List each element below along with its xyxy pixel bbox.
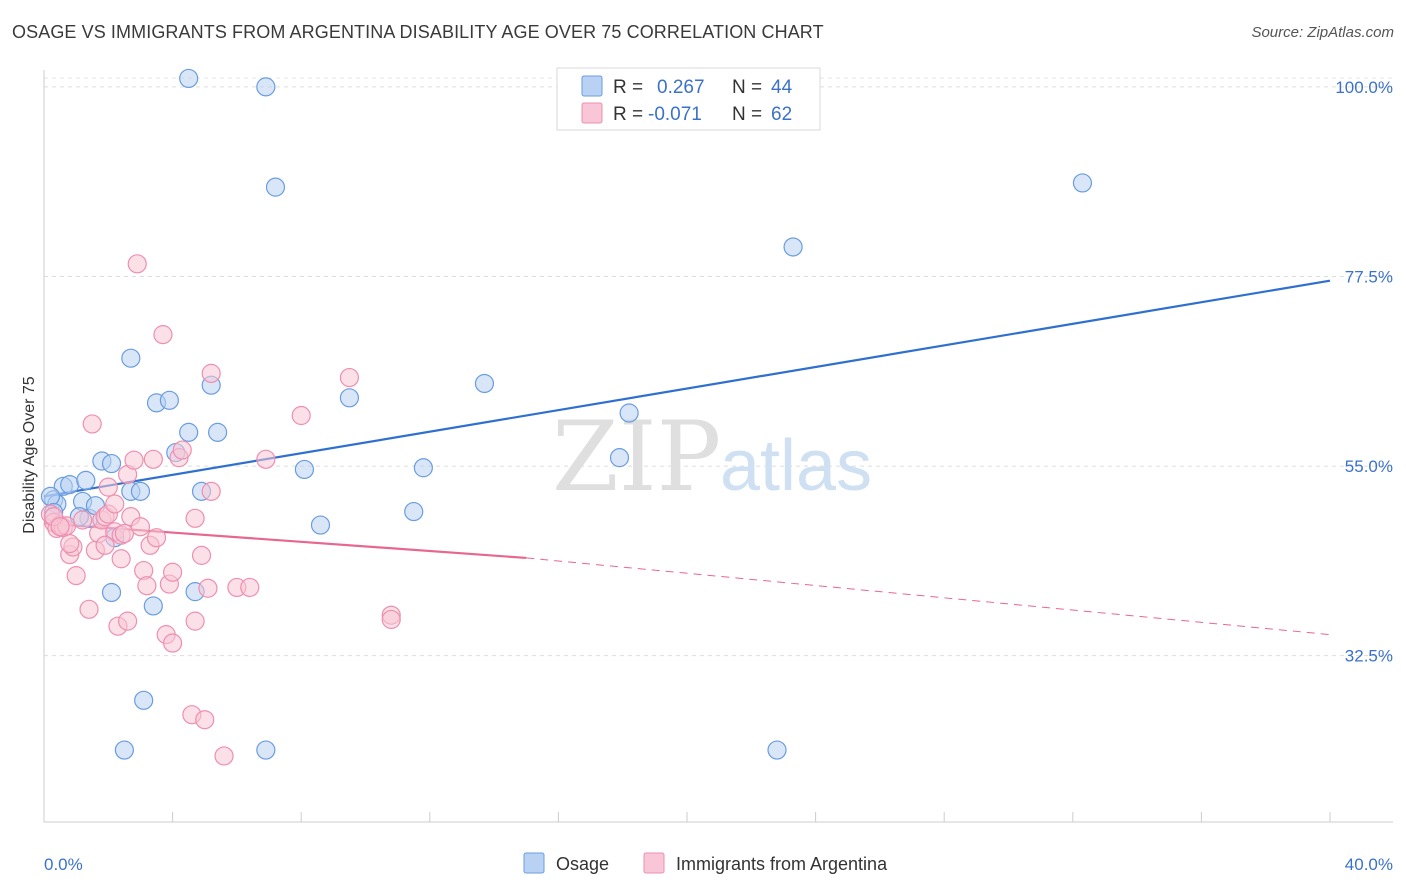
watermark-zip: ZIP — [552, 401, 721, 513]
argentina-point — [60, 533, 80, 554]
argentina-point — [114, 523, 134, 544]
argentina-point — [153, 325, 173, 345]
argentina-point — [82, 414, 102, 434]
osage-point — [609, 448, 630, 468]
osage-point — [310, 515, 331, 535]
osage-r-value: 0.267 — [657, 77, 705, 98]
osage-point — [265, 177, 286, 197]
osage-n-value: 44 — [771, 77, 793, 98]
argentina-point — [163, 633, 183, 653]
argentina-swatch — [581, 102, 603, 124]
osage-point — [159, 390, 179, 410]
argentina-point — [339, 367, 360, 388]
argentina-point — [201, 481, 221, 501]
argentina-point — [143, 449, 163, 469]
argentina-point — [137, 576, 157, 596]
osage-point — [1072, 173, 1093, 193]
osage-point — [474, 373, 495, 394]
source-label: Source: ZipAtlas.com — [1251, 24, 1394, 41]
stats-legend: R = 0.267 N = 44 R = -0.071 N = 62 — [556, 67, 821, 131]
argentina-point — [105, 494, 125, 514]
argentina-r-value: -0.071 — [648, 104, 702, 125]
legend-osage-label: Osage — [556, 854, 609, 874]
data-points — [40, 68, 1093, 766]
x-tick-label: 0.0% — [44, 855, 83, 874]
argentina-point — [240, 577, 260, 598]
osage-point — [101, 453, 122, 474]
osage-point — [256, 740, 276, 760]
argentina-point — [66, 566, 86, 586]
argentina-point — [79, 599, 99, 619]
argentina-trend-extension — [526, 557, 1331, 636]
y-tick-label: 55.0% — [1345, 457, 1393, 476]
y-tick-label: 77.5% — [1345, 267, 1393, 286]
osage-point — [256, 77, 276, 97]
argentina-point — [72, 510, 93, 530]
osage-point — [101, 582, 122, 603]
osage-point — [294, 459, 315, 480]
argentina-point — [163, 562, 183, 582]
argentina-point — [198, 578, 218, 598]
argentina-point — [191, 545, 212, 565]
osage-point — [60, 475, 80, 495]
watermark-atlas: atlas — [720, 426, 872, 506]
osage-point — [767, 740, 787, 760]
x-tick-label: 40.0% — [1345, 855, 1393, 874]
chart-title: OSAGE VS IMMIGRANTS FROM ARGENTINA DISAB… — [12, 22, 824, 42]
osage-swatch — [581, 75, 603, 97]
osage-point — [619, 403, 639, 423]
argentina-point — [185, 508, 205, 528]
osage-point — [143, 596, 163, 616]
osage-point — [783, 237, 803, 257]
argentina-point — [127, 254, 147, 274]
legend-osage-swatch — [523, 852, 545, 874]
grid-lines — [44, 77, 1393, 657]
argentina-point — [98, 477, 118, 497]
legend-argentina-label: Immigrants from Argentina — [676, 854, 888, 874]
argentina-point — [50, 517, 70, 537]
osage-point — [114, 740, 134, 760]
osage-point — [121, 348, 141, 368]
argentina-point — [130, 517, 151, 537]
argentina-point — [256, 449, 276, 469]
argentina-point — [291, 405, 311, 426]
argentina-point — [172, 440, 192, 460]
osage-point — [134, 690, 154, 710]
osage-point — [179, 422, 199, 442]
argentina-point — [185, 611, 205, 631]
argentina-point — [111, 549, 131, 569]
argentina-n-value: 62 — [771, 104, 792, 125]
y-tick-label: 100.0% — [1335, 78, 1393, 97]
argentina-point — [95, 535, 115, 555]
legend-argentina-swatch — [643, 852, 665, 874]
osage-point — [179, 68, 199, 89]
argentina-point — [146, 528, 167, 548]
argentina-point — [214, 746, 234, 766]
argentina-point — [124, 450, 144, 470]
series-legend: Osage Immigrants from Argentina — [523, 852, 888, 874]
osage-n-label: N = — [732, 77, 762, 98]
argentina-point — [201, 363, 221, 383]
osage-point — [404, 501, 424, 522]
axes — [43, 70, 1393, 823]
osage-point — [413, 458, 433, 478]
y-axis-title: Disability Age Over 75 — [21, 376, 38, 534]
tick-labels: 32.5% 55.0% 77.5% 100.0% 0.0% 40.0% — [44, 78, 1393, 874]
argentina-point — [117, 611, 138, 631]
argentina-r-label: R = — [613, 104, 643, 125]
osage-point — [40, 486, 61, 507]
osage-point — [339, 388, 360, 408]
y-tick-label: 32.5% — [1345, 647, 1393, 666]
argentina-point — [381, 609, 401, 630]
argentina-point — [195, 710, 215, 730]
osage-point — [130, 481, 151, 501]
osage-r-label: R = — [613, 77, 643, 98]
osage-point — [208, 422, 228, 442]
argentina-n-label: N = — [732, 104, 762, 125]
osage-point — [76, 470, 96, 490]
